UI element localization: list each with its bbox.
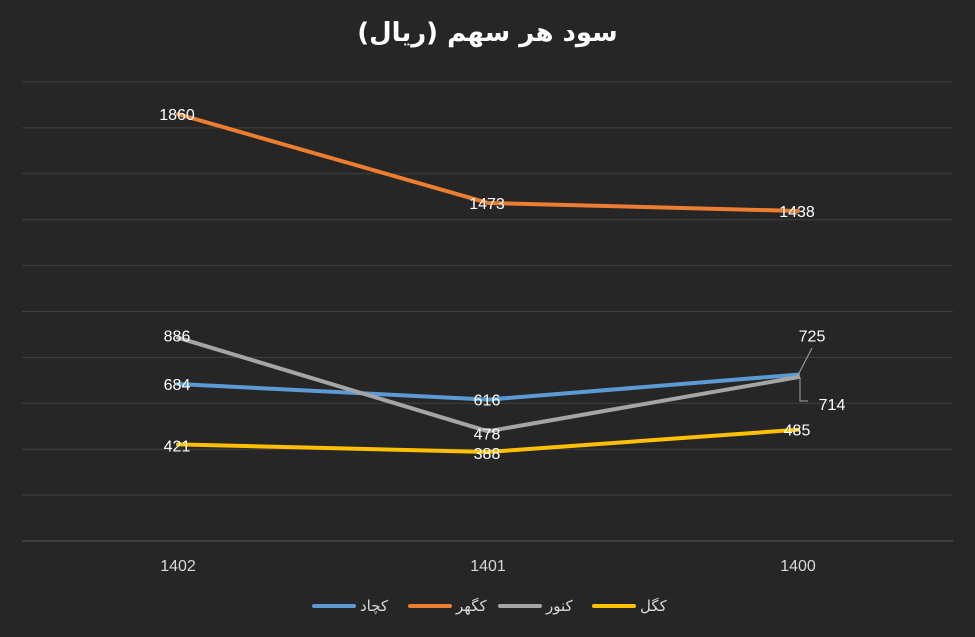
x-tick-label: 1400 xyxy=(780,558,816,575)
data-label: 1473 xyxy=(469,196,505,213)
x-tick-label: 1402 xyxy=(160,558,196,575)
legend-label: کگهر xyxy=(455,597,487,615)
data-label: 616 xyxy=(474,393,501,410)
data-label: 714 xyxy=(819,397,846,414)
series-line xyxy=(176,372,800,402)
legend-label: کنور xyxy=(545,597,574,615)
leader-line xyxy=(799,377,808,402)
data-label: 1860 xyxy=(159,107,195,124)
data-label: 421 xyxy=(164,438,191,455)
x-tick-label: 1401 xyxy=(470,558,506,575)
series-line xyxy=(176,112,800,213)
data-label: 485 xyxy=(784,423,811,440)
data-label: 388 xyxy=(474,446,501,463)
legend-label: کچاد xyxy=(360,597,389,615)
data-label: 725 xyxy=(799,329,826,346)
chart-title: سود هر سهم (ریال) xyxy=(357,18,618,48)
data-label: 478 xyxy=(474,426,501,443)
legend-label: کگل xyxy=(640,597,668,615)
data-label: 886 xyxy=(164,329,191,346)
data-label: 684 xyxy=(164,377,191,394)
series-line xyxy=(176,335,800,434)
series-line xyxy=(176,427,800,454)
leader-line xyxy=(797,347,813,376)
data-label: 1438 xyxy=(779,204,815,221)
